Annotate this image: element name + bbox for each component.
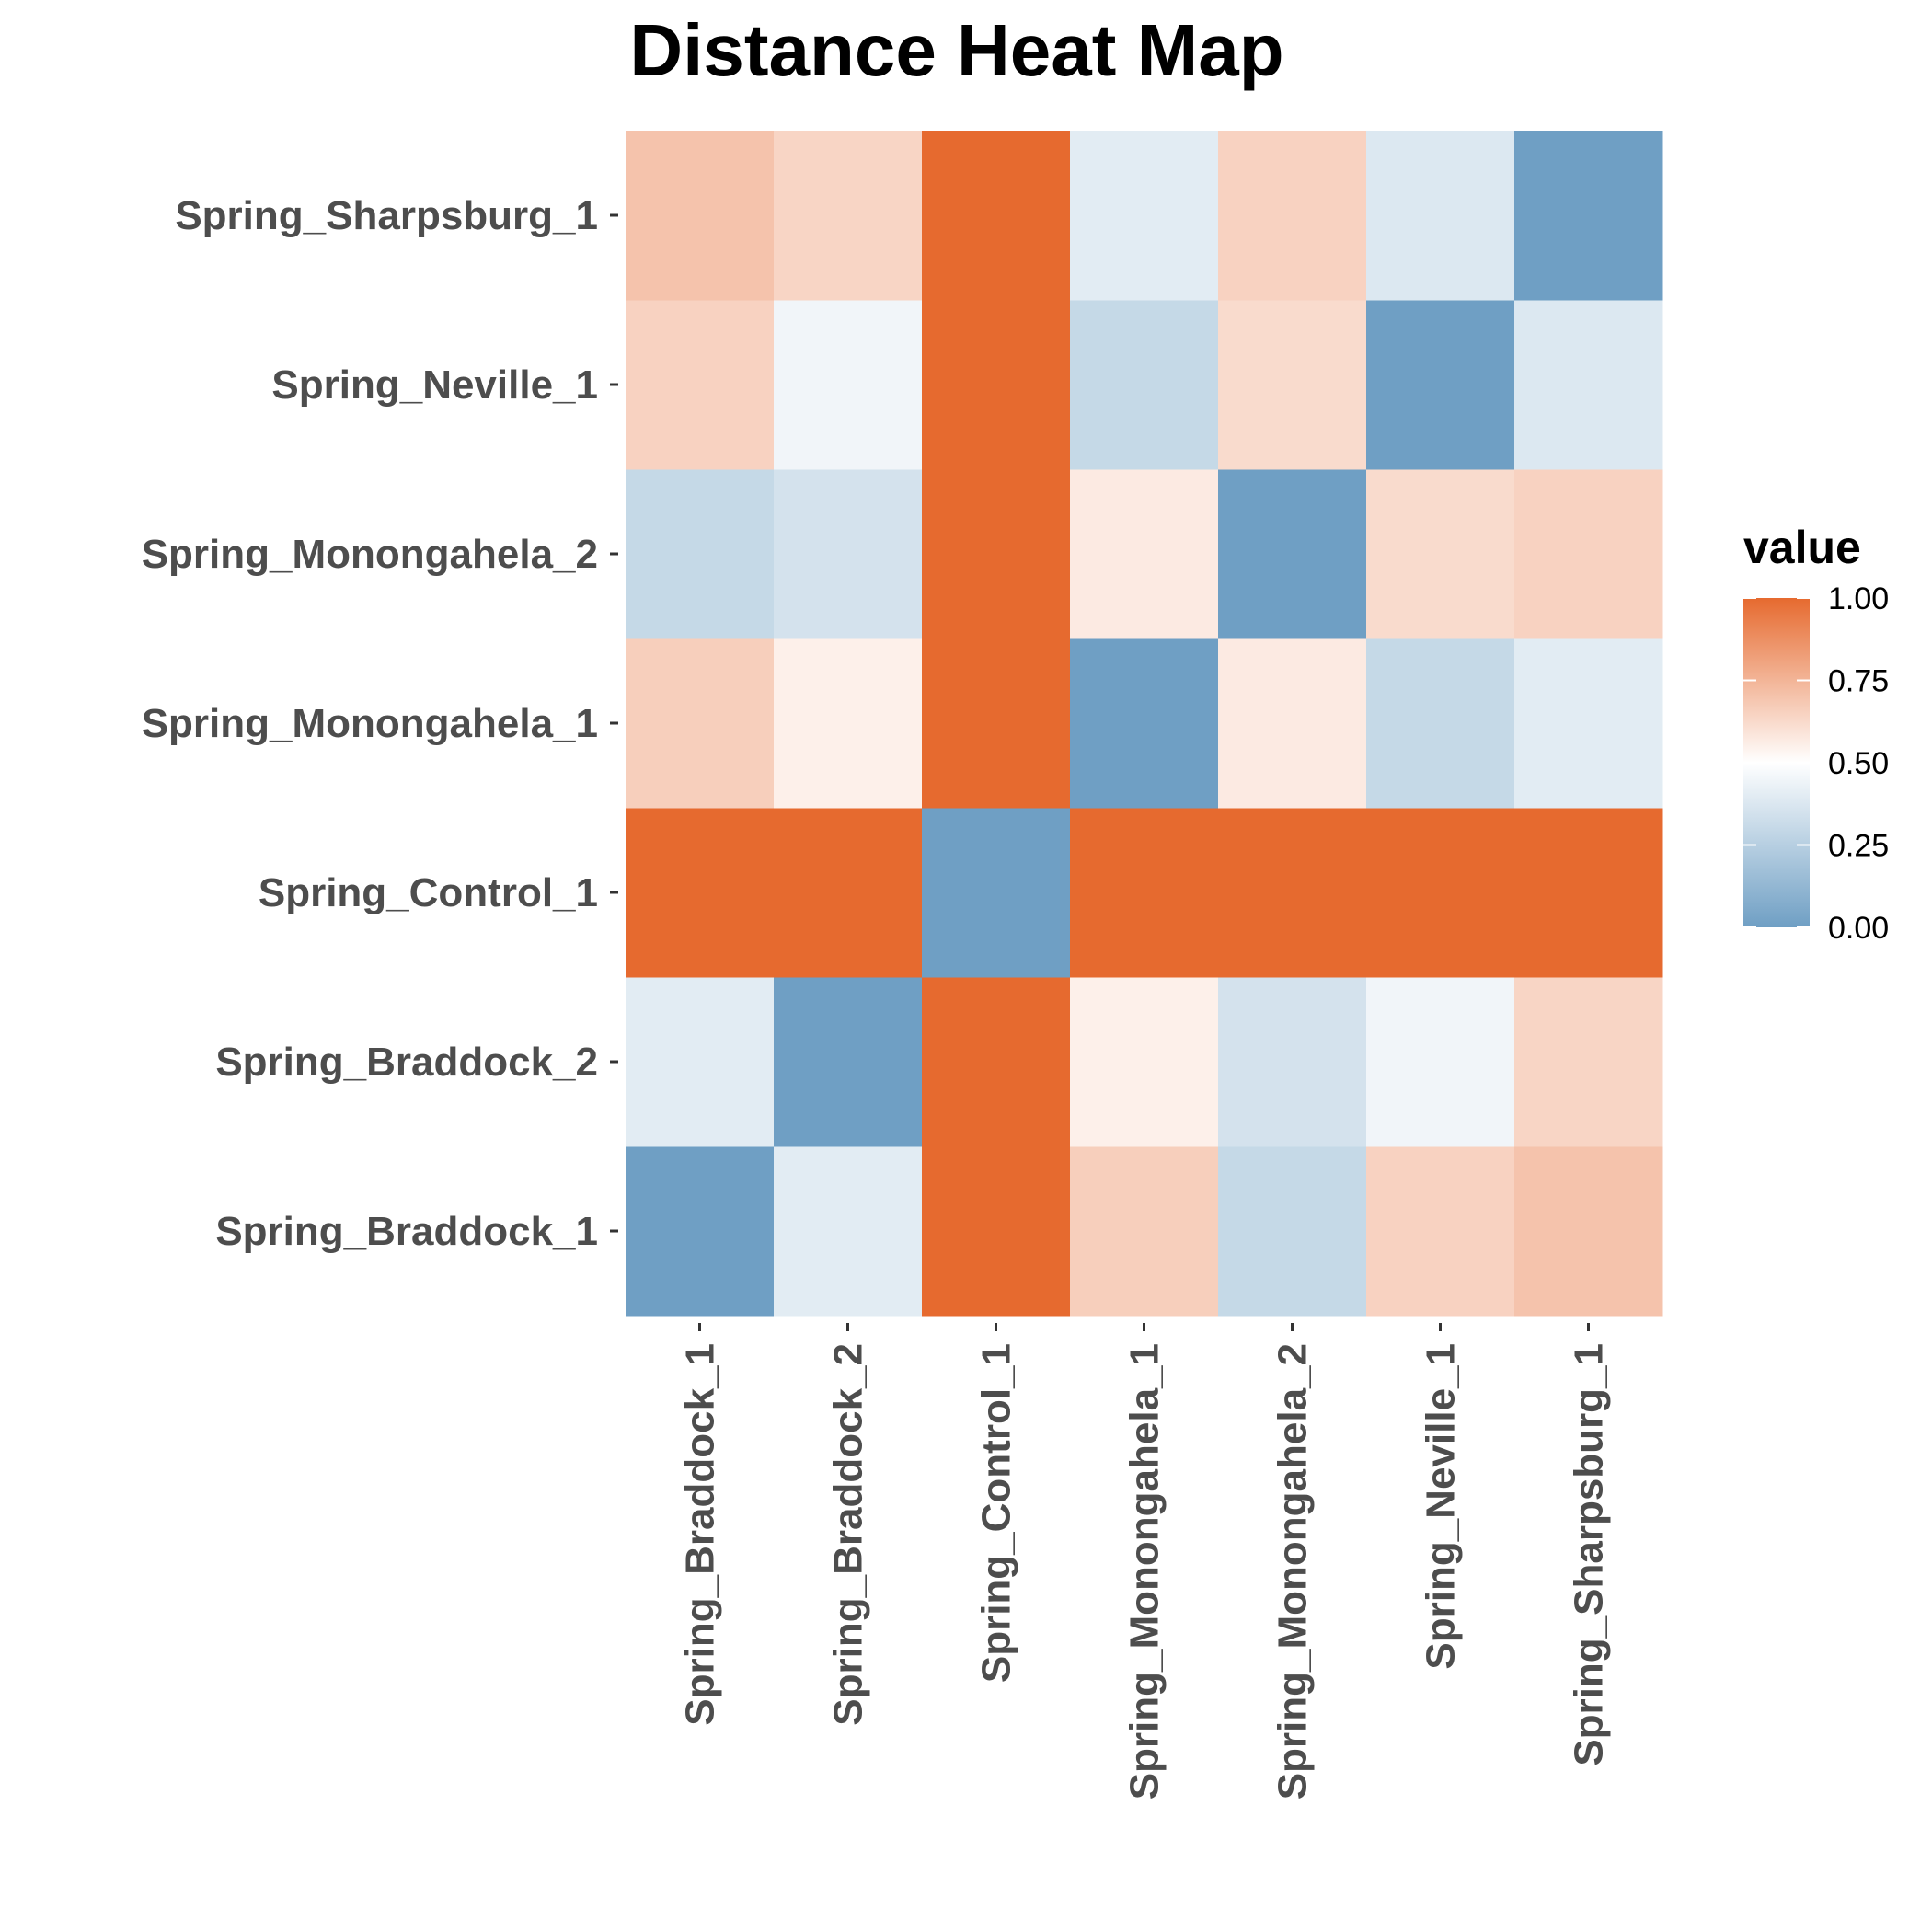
heatmap-cell [1366, 808, 1515, 978]
x-tick-label: Spring_Monongahela_2 [1271, 1343, 1316, 1800]
heatmap-cell [774, 638, 923, 809]
heatmap-cell [1070, 131, 1219, 301]
heatmap-cell [1514, 808, 1663, 978]
x-tick-label: Spring_Sharpsburg_1 [1567, 1343, 1612, 1766]
heatmap-cell [626, 808, 775, 978]
heatmap-cell [1218, 638, 1367, 809]
heatmap-cell [626, 977, 775, 1147]
heatmap-cell [922, 1146, 1071, 1317]
x-tick-label: Spring_Braddock_1 [678, 1343, 723, 1726]
heatmap-cell [1366, 300, 1515, 470]
heatmap-cell [1514, 638, 1663, 809]
heatmap-cell [922, 638, 1071, 809]
heatmap-cell [1218, 977, 1367, 1147]
x-tick-label: Spring_Monongahela_1 [1122, 1343, 1167, 1800]
heatmap-cell [1366, 131, 1515, 301]
heatmap-cell [1070, 469, 1219, 639]
heatmap-cell [922, 808, 1071, 978]
y-tick-label: Spring_Monongahela_2 [142, 532, 598, 577]
heatmap-cell [774, 131, 923, 301]
heatmap-cell [1070, 1146, 1219, 1317]
heatmap-cell [1366, 638, 1515, 809]
heatmap-cell [922, 131, 1071, 301]
heatmap-cell [922, 469, 1071, 639]
y-tick-label: Spring_Sharpsburg_1 [175, 193, 598, 238]
y-tick-label: Spring_Braddock_2 [215, 1040, 598, 1085]
heatmap-cell [626, 300, 775, 470]
x-tick-label: Spring_Neville_1 [1419, 1343, 1464, 1670]
y-tick-label: Spring_Monongahela_1 [142, 701, 598, 746]
heatmap-cell [1514, 469, 1663, 639]
heatmap-cell [774, 469, 923, 639]
heatmap-cell [774, 808, 923, 978]
heatmap-cell [774, 977, 923, 1147]
legend-tick-label: 1.00 [1828, 581, 1889, 616]
heatmap-cell [1366, 469, 1515, 639]
heatmap-cell [774, 300, 923, 470]
x-tick-label: Spring_Braddock_2 [826, 1343, 871, 1726]
heatmap-cell [922, 300, 1071, 470]
x-axis: Spring_Braddock_1 Spring_Braddock_2 Spring… [678, 1323, 1612, 1800]
heatmap-cell [1070, 808, 1219, 978]
heatmap-cell [626, 638, 775, 809]
legend-tick-label: 0.25 [1828, 829, 1889, 864]
heatmap-cell [1070, 977, 1219, 1147]
legend-title: value [1743, 522, 1861, 573]
heatmap-cell [1218, 300, 1367, 470]
legend: value 0.00 0.25 0.50 0.75 1.00 [1743, 522, 1889, 946]
y-tick-label: Spring_Control_1 [259, 870, 598, 915]
heatmap-cell [1218, 808, 1367, 978]
legend-tick-label: 0.75 [1828, 664, 1889, 699]
chart-title: Distance Heat Map [629, 9, 1283, 91]
y-tick-label: Spring_Braddock_1 [215, 1209, 598, 1254]
heatmap-cell [626, 1146, 775, 1317]
legend-tick-label: 0.50 [1828, 746, 1889, 781]
heatmap-cells [626, 131, 1663, 1317]
heatmap-cell [1218, 469, 1367, 639]
heatmap-cell [1514, 300, 1663, 470]
heatmap-cell [1366, 1146, 1515, 1317]
heatmap-cell [626, 131, 775, 301]
x-tick-label: Spring_Control_1 [974, 1343, 1019, 1683]
heatmap-cell [1366, 977, 1515, 1147]
heatmap-cell [1070, 638, 1219, 809]
heatmap-cell [1514, 977, 1663, 1147]
heatmap-cell [774, 1146, 923, 1317]
heatmap-cell [626, 469, 775, 639]
heatmap-cell [1514, 131, 1663, 301]
heatmap-cell [1218, 1146, 1367, 1317]
heatmap-cell [922, 977, 1071, 1147]
legend-tick-label: 0.00 [1828, 911, 1889, 946]
y-tick-label: Spring_Neville_1 [271, 362, 598, 408]
y-axis: Spring_Braddock_1 Spring_Braddock_2 Spring… [142, 193, 618, 1254]
heatmap-cell [1514, 1146, 1663, 1317]
heatmap-cell [1218, 131, 1367, 301]
heatmap-cell [1070, 300, 1219, 470]
